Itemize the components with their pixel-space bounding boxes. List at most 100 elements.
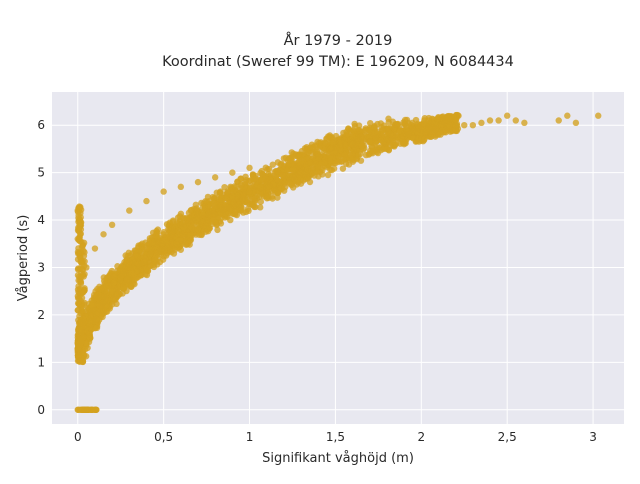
scatter-point [166, 233, 174, 240]
scatter-point [564, 112, 571, 119]
scatter-point [164, 239, 171, 246]
scatter-point [211, 174, 219, 181]
scatter-point [392, 121, 399, 128]
y-tick-label: 5 [37, 166, 45, 180]
y-tick-label: 1 [37, 355, 45, 369]
scatter-point [174, 227, 182, 235]
scatter-point [234, 192, 241, 200]
scatter-point [452, 126, 459, 134]
scatter-point [83, 340, 90, 347]
scatter-point [244, 205, 252, 213]
scatter-point [486, 117, 494, 124]
scatter-point [315, 150, 322, 157]
scatter-point [252, 175, 260, 182]
scatter-point [297, 169, 305, 176]
scatter-point [277, 179, 284, 186]
scatter-point [75, 226, 82, 233]
scatter-point [97, 285, 104, 293]
scatter-point [141, 258, 148, 266]
scatter-point [143, 245, 150, 252]
scatter-point [147, 240, 154, 247]
scatter-point [269, 195, 276, 202]
scatter-point [284, 166, 291, 173]
scatter-point [93, 316, 100, 323]
scatter-point [237, 175, 245, 182]
scatter-point [218, 196, 225, 204]
scatter-point [257, 204, 264, 211]
scatter-point [337, 147, 344, 154]
scatter-point [78, 289, 85, 297]
scatter-point [76, 216, 83, 224]
scatter-point [74, 207, 81, 214]
scatter-point [78, 303, 86, 310]
scatter-point [445, 122, 453, 129]
scatter-point [377, 144, 385, 151]
scatter-point [278, 160, 285, 168]
scatter-point [79, 316, 87, 323]
scatter-point [78, 294, 86, 302]
x-tick-labels: 0 0,5 1 1,5 2 2,5 3 [74, 430, 597, 444]
scatter-point [194, 178, 202, 186]
scatter-point [326, 157, 334, 165]
scatter-point [117, 273, 124, 281]
scatter-point [397, 134, 405, 141]
x-tick-label: 2,5 [498, 430, 517, 444]
scatter-point [226, 205, 234, 212]
scatter-point [158, 240, 166, 247]
scatter-point [272, 167, 280, 175]
scatter-point [366, 150, 373, 157]
scatter-point [135, 242, 142, 249]
x-tick-label: 2 [417, 430, 425, 444]
scatter-point [362, 132, 369, 140]
scatter-point [110, 295, 118, 302]
scatter-point [154, 226, 162, 233]
scatter-point [274, 194, 281, 201]
scatter-point [134, 254, 142, 262]
scatter-point [90, 406, 97, 413]
scatter-point [392, 140, 400, 148]
y-tick-label: 4 [37, 213, 45, 227]
scatter-point [372, 134, 379, 141]
scatter-point [349, 140, 356, 148]
scatter-point [280, 174, 288, 181]
scatter-point [222, 202, 229, 210]
scatter-point [324, 171, 332, 179]
scatter-point [273, 173, 280, 181]
scatter-points [74, 111, 602, 413]
scatter-point [418, 136, 425, 143]
scatter-point [385, 119, 392, 126]
scatter-point [383, 145, 391, 153]
scatter-point [77, 274, 85, 281]
scatter-point [307, 170, 314, 177]
scatter-point [177, 183, 185, 191]
scatter-point [177, 246, 185, 253]
scatter-point [305, 149, 312, 156]
scatter-point [285, 160, 293, 168]
scatter-point [74, 256, 82, 263]
scatter-point [76, 221, 83, 228]
scatter-point [75, 343, 82, 350]
scatter-point [309, 144, 317, 151]
scatter-point [209, 193, 217, 201]
scatter-point [259, 171, 266, 178]
x-axis-title: Signifikant våghöjd (m) [262, 451, 414, 466]
chart-title-line-2: Koordinat (Sweref 99 TM): E 196209, N 60… [162, 54, 514, 70]
scatter-point [572, 119, 580, 127]
scatter-point [442, 126, 450, 134]
scatter-point [194, 212, 202, 219]
scatter-point [194, 225, 202, 233]
scatter-point [432, 125, 440, 133]
scatter-point [160, 188, 167, 195]
scatter-point [291, 176, 298, 184]
scatter-point [229, 193, 236, 200]
scatter-point [187, 207, 194, 214]
scatter-point [186, 237, 194, 244]
scatter-point [177, 221, 185, 228]
x-tick-label: 1,5 [326, 430, 345, 444]
scatter-point [143, 197, 150, 205]
scatter-point [307, 159, 314, 167]
scatter-point [77, 278, 85, 286]
scatter-point [555, 117, 562, 124]
